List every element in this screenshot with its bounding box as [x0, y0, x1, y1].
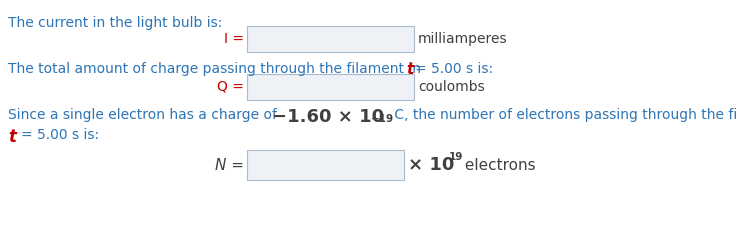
Text: milliamperes: milliamperes: [418, 32, 508, 46]
Text: C, the number of electrons passing through the filament in: C, the number of electrons passing throu…: [390, 108, 736, 122]
FancyBboxPatch shape: [247, 26, 414, 52]
Text: = 5.00 s is:: = 5.00 s is:: [21, 128, 99, 142]
Text: t: t: [8, 128, 16, 146]
Text: = 5.00 s is:: = 5.00 s is:: [415, 62, 493, 76]
Text: The current in the light bulb is:: The current in the light bulb is:: [8, 16, 222, 30]
Text: Q =: Q =: [217, 80, 244, 94]
Text: electrons: electrons: [460, 157, 536, 172]
Text: N =: N =: [215, 157, 244, 172]
Text: I =: I =: [224, 32, 244, 46]
Text: Since a single electron has a charge of: Since a single electron has a charge of: [8, 108, 281, 122]
Text: The total amount of charge passing through the filament in: The total amount of charge passing throu…: [8, 62, 425, 76]
FancyBboxPatch shape: [247, 150, 404, 180]
Text: −1.60 × 10: −1.60 × 10: [272, 108, 384, 126]
Text: × 10: × 10: [408, 156, 454, 174]
Text: 19: 19: [449, 152, 464, 162]
Text: t: t: [406, 62, 413, 77]
Text: coulombs: coulombs: [418, 80, 485, 94]
FancyBboxPatch shape: [247, 74, 414, 100]
Text: −19: −19: [371, 114, 394, 124]
